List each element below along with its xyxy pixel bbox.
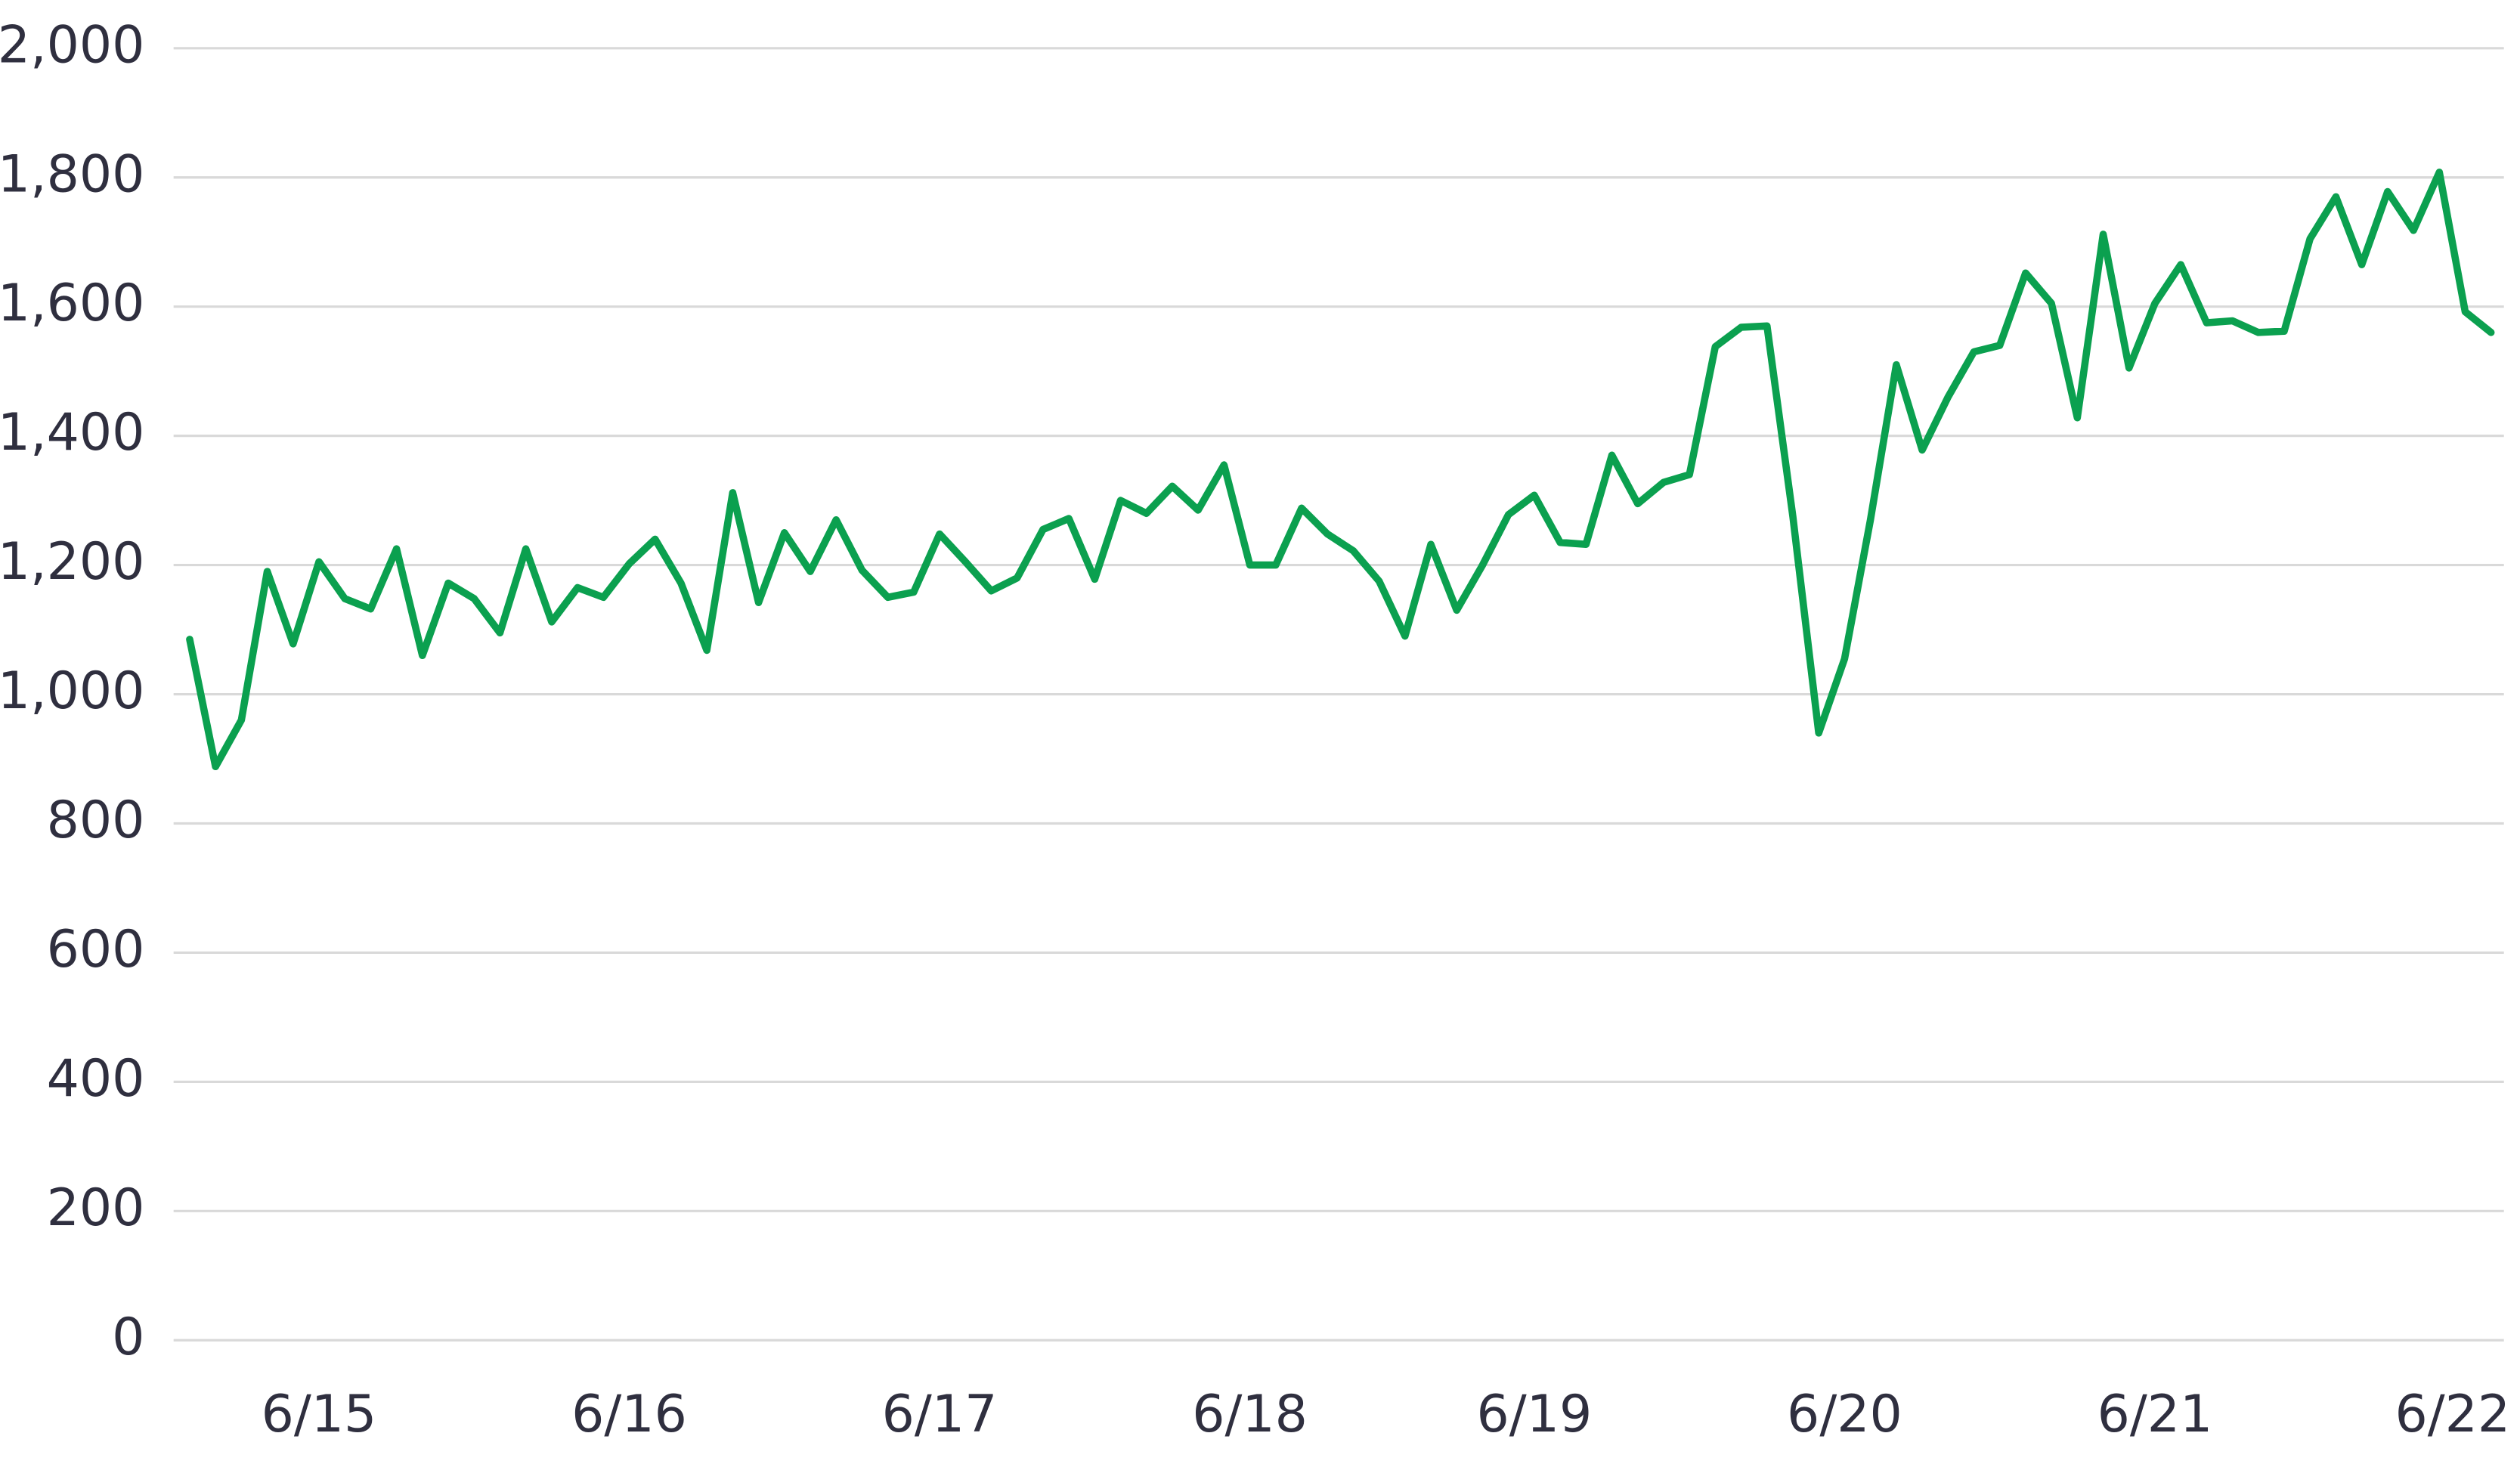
y-tick-label: 200: [47, 1178, 145, 1238]
y-tick-label: 1,800: [0, 144, 144, 204]
data-line: [186, 169, 2495, 771]
x-tick-label: 6/21: [2097, 1385, 2213, 1444]
y-tick-label: 2,000: [0, 15, 144, 75]
x-tick-label: 6/17: [882, 1385, 998, 1444]
x-tick-label: 6/16: [571, 1385, 687, 1444]
x-tick-label: 6/22: [2395, 1385, 2510, 1444]
x-tick-label: 6/20: [1787, 1385, 1902, 1444]
y-tick-label: 1,000: [0, 661, 144, 721]
y-tick-label: 400: [47, 1049, 145, 1109]
x-tick-label: 6/19: [1477, 1385, 1593, 1444]
x-tick-label: 6/18: [1192, 1385, 1308, 1444]
x-tick-label: 6/15: [262, 1385, 377, 1444]
y-tick-label: 0: [112, 1308, 144, 1367]
y-tick-label: 800: [47, 791, 145, 850]
y-tick-label: 1,600: [0, 274, 144, 333]
y-tick-label: 600: [47, 920, 145, 980]
y-tick-label: 1,200: [0, 532, 144, 592]
y-tick-label: 1,400: [0, 403, 144, 463]
